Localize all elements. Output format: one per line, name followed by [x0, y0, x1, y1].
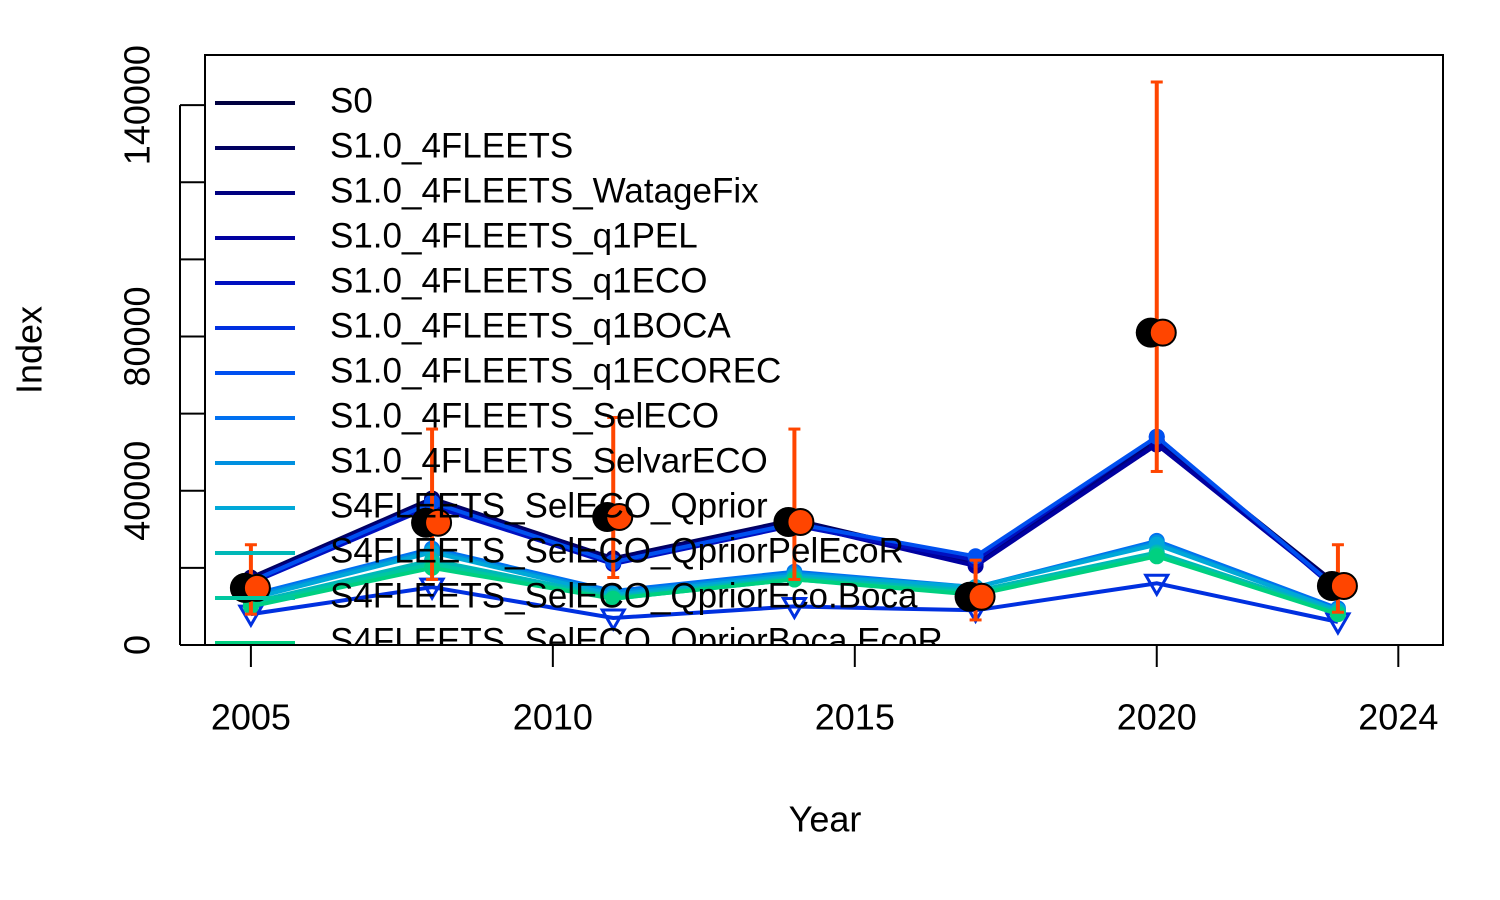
x-tick-label: 2005 [211, 697, 291, 738]
series-marker [1143, 573, 1171, 598]
legend-label: S1.0_4FLEETS_WatageFix [330, 171, 759, 210]
series-marker [1329, 606, 1346, 623]
legend-label: S0 [330, 81, 373, 120]
observed-point [605, 502, 634, 531]
series-marker [605, 590, 622, 607]
x-axis-title: Year [789, 799, 862, 840]
series-line [250, 581, 1339, 624]
series-marker [780, 596, 809, 621]
legend-label: S1.0_4FLEETS_q1ECO [330, 261, 707, 300]
y-tick-label: 80000 [117, 286, 158, 386]
x-tick-label: 2024 [1358, 697, 1438, 738]
legend: S0 S1.0_4FLEETS S1.0_4FLEETS_WatageFix S1.0… [215, 81, 943, 660]
legend-label: S1.0_4FLEETS_q1ECOREC [330, 351, 781, 390]
y-tick-label: 0 [117, 635, 158, 655]
legend-label: S1.0_4FLEETS_SelECO [330, 396, 719, 435]
legend-label: S4FLEETS_SelECO_QpriorBoca.EcoR [330, 621, 943, 660]
series-marker [599, 608, 627, 633]
legend-label: S4FLEETS_SelECO_QpriorPelEcoR [330, 531, 904, 570]
observed-point [1329, 572, 1358, 600]
y-tick-label: 140000 [117, 45, 158, 165]
legend-label: S1.0_4FLEETS_q1BOCA [330, 306, 731, 345]
y-tick-label: 40000 [117, 441, 158, 541]
legend-label: S4FLEETS_SelECO_Qprior [330, 486, 768, 525]
legend-label: S1.0_4FLEETS_q1PEL [330, 216, 698, 255]
y-axis-title: Index [9, 306, 50, 394]
observed-point [967, 582, 996, 611]
observed-point [424, 508, 453, 537]
legend-label: S1.0_4FLEETS_SelvarECO [330, 441, 768, 480]
x-tick-label: 2010 [513, 697, 593, 738]
observed-point [786, 507, 815, 536]
series-marker [1148, 548, 1165, 565]
legend-label: S4FLEETS_SelECO_QpriorEco.Boca [330, 576, 918, 615]
observed-point [242, 573, 271, 602]
x-tick-label: 2015 [815, 697, 895, 738]
x-tick-label: 2020 [1117, 697, 1197, 738]
observed-point [1148, 318, 1177, 347]
legend-label: S1.0_4FLEETS [330, 126, 573, 165]
plot-area: S0 S1.0_4FLEETS S1.0_4FLEETS_WatageFix S1.0… [215, 80, 1358, 660]
